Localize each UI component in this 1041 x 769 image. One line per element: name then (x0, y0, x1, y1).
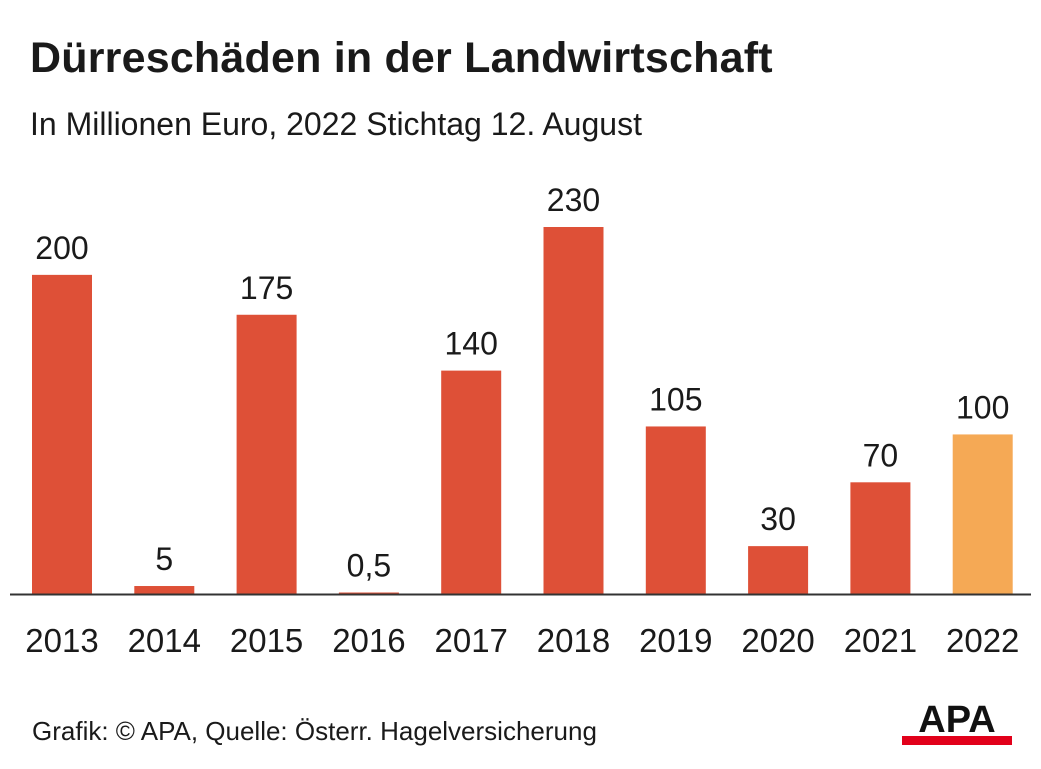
bar-2013 (32, 274, 92, 594)
value-label-2014: 5 (155, 541, 173, 577)
bar-2021 (850, 482, 911, 594)
x-tick-label-2020: 2020 (741, 622, 814, 659)
x-tick-label-2018: 2018 (537, 622, 610, 659)
apa-logo: APA (902, 700, 1012, 745)
x-tick-label-2014: 2014 (128, 622, 201, 659)
value-label-2022: 100 (956, 389, 1009, 425)
source-credit: Grafik: © APA, Quelle: Österr. Hagelvers… (32, 716, 597, 746)
value-label-2019: 105 (649, 381, 702, 417)
value-label-2021: 70 (863, 437, 899, 473)
bar-2017 (441, 370, 502, 594)
bar-2022 (952, 434, 1013, 594)
bar-2019 (645, 426, 706, 594)
x-tick-label-2015: 2015 (230, 622, 303, 659)
x-tick-label-2013: 2013 (25, 622, 98, 659)
bar-2020 (748, 546, 809, 594)
chart-title: Dürreschäden in der Landwirtschaft (30, 34, 773, 82)
apa-logo-text: APA (918, 700, 995, 741)
x-tick-label-2022: 2022 (946, 622, 1019, 659)
value-label-2013: 200 (35, 230, 88, 266)
chart-subtitle: In Millionen Euro, 2022 Stichtag 12. Aug… (30, 106, 642, 142)
bar-2014 (134, 586, 195, 594)
value-label-2020: 30 (760, 501, 796, 537)
x-tick-label-2016: 2016 (332, 622, 405, 659)
apa-logo-stripe (902, 736, 1012, 745)
x-tick-labels-group: 2013 2014 2015 2016 2017 2018 2019 2020 2021 2022 (25, 622, 1019, 659)
value-label-2017: 140 (445, 326, 498, 362)
value-label-2018: 230 (547, 182, 600, 218)
x-tick-label-2017: 2017 (434, 622, 507, 659)
bar-2015 (236, 314, 297, 594)
bars-group (32, 227, 1013, 594)
x-tick-label-2021: 2021 (844, 622, 917, 659)
value-labels-group: 200 5 175 0,5 140 230 105 30 70 100 (35, 182, 1009, 584)
value-label-2016: 0,5 (347, 548, 391, 584)
bar-2016 (338, 592, 399, 594)
value-label-2015: 175 (240, 270, 293, 306)
x-tick-label-2019: 2019 (639, 622, 712, 659)
bar-2018 (543, 227, 604, 594)
